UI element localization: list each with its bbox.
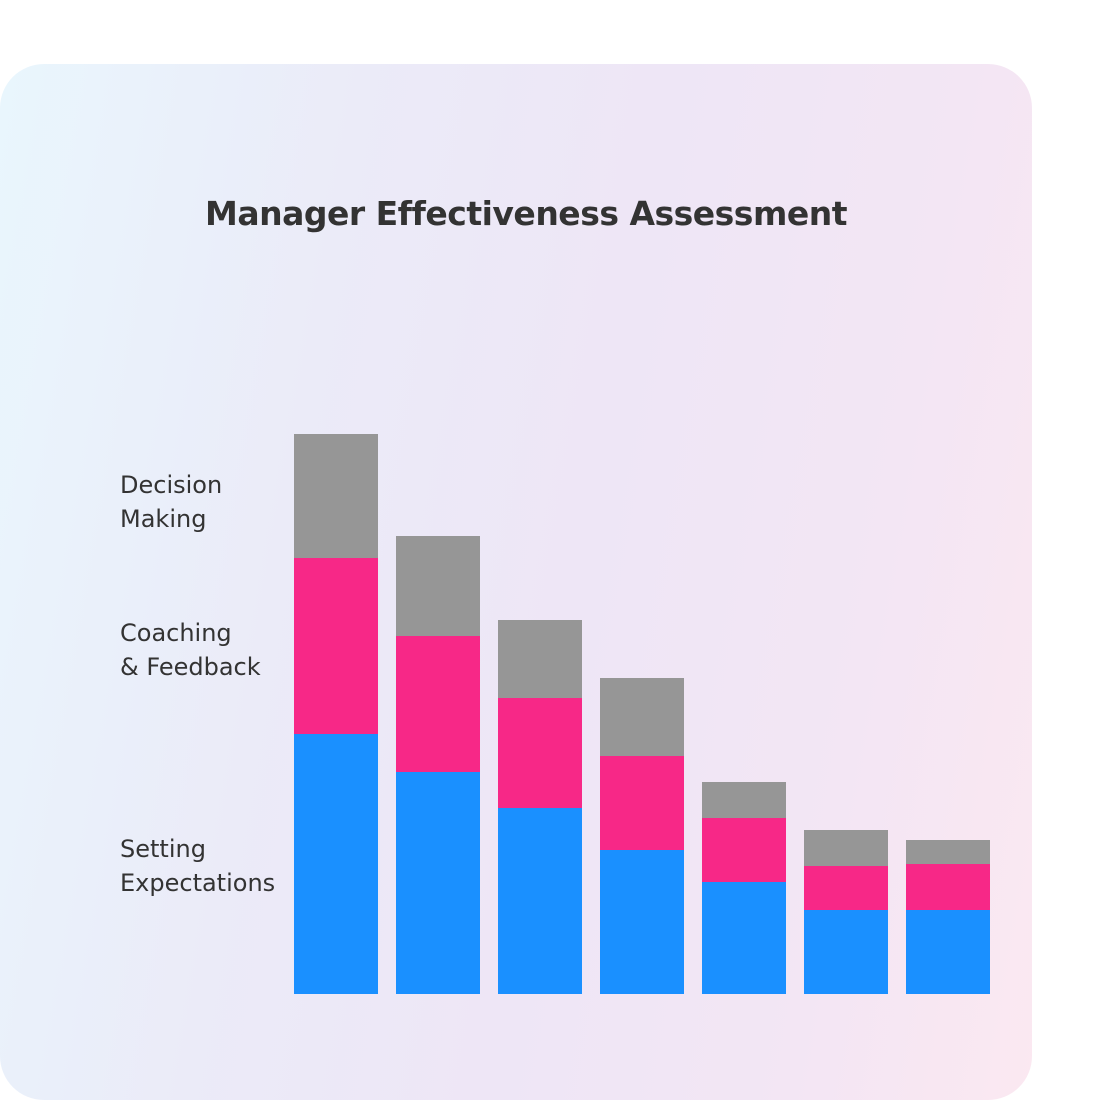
bar-segment-2-series-3 bbox=[396, 536, 480, 636]
bar-segment-1-series-3 bbox=[294, 434, 378, 558]
bar-segment-3-series-3 bbox=[498, 620, 582, 698]
bar-segment-5-series-1 bbox=[702, 882, 786, 994]
bar-segment-4-series-1 bbox=[600, 850, 684, 994]
bar-segment-2-series-1 bbox=[396, 772, 480, 994]
bar-segment-1-series-1 bbox=[294, 734, 378, 994]
bar-segment-3-series-2 bbox=[498, 698, 582, 808]
bar-segment-6-series-1 bbox=[804, 910, 888, 994]
bar-segment-7-series-3 bbox=[906, 840, 990, 864]
bar-segment-1-series-2 bbox=[294, 558, 378, 734]
bar-segment-4-series-3 bbox=[600, 678, 684, 756]
bar-segment-5-series-2 bbox=[702, 818, 786, 882]
bar-segment-6-series-3 bbox=[804, 830, 888, 866]
chart-title: Manager Effectiveness Assessment bbox=[205, 194, 848, 233]
bar-segment-6-series-2 bbox=[804, 866, 888, 910]
bar-segment-2-series-2 bbox=[396, 636, 480, 772]
bar-segment-4-series-2 bbox=[600, 756, 684, 850]
series-label-decision-making: Decision Making bbox=[120, 471, 223, 533]
series-label-setting-expectations: Setting Expectations bbox=[120, 835, 276, 897]
bar-segment-7-series-1 bbox=[906, 910, 990, 994]
bar-segment-3-series-1 bbox=[498, 808, 582, 994]
bar-segment-7-series-2 bbox=[906, 864, 990, 910]
bar-segment-5-series-3 bbox=[702, 782, 786, 818]
series-label-coaching-feedback: Coaching & Feedback bbox=[120, 619, 261, 681]
